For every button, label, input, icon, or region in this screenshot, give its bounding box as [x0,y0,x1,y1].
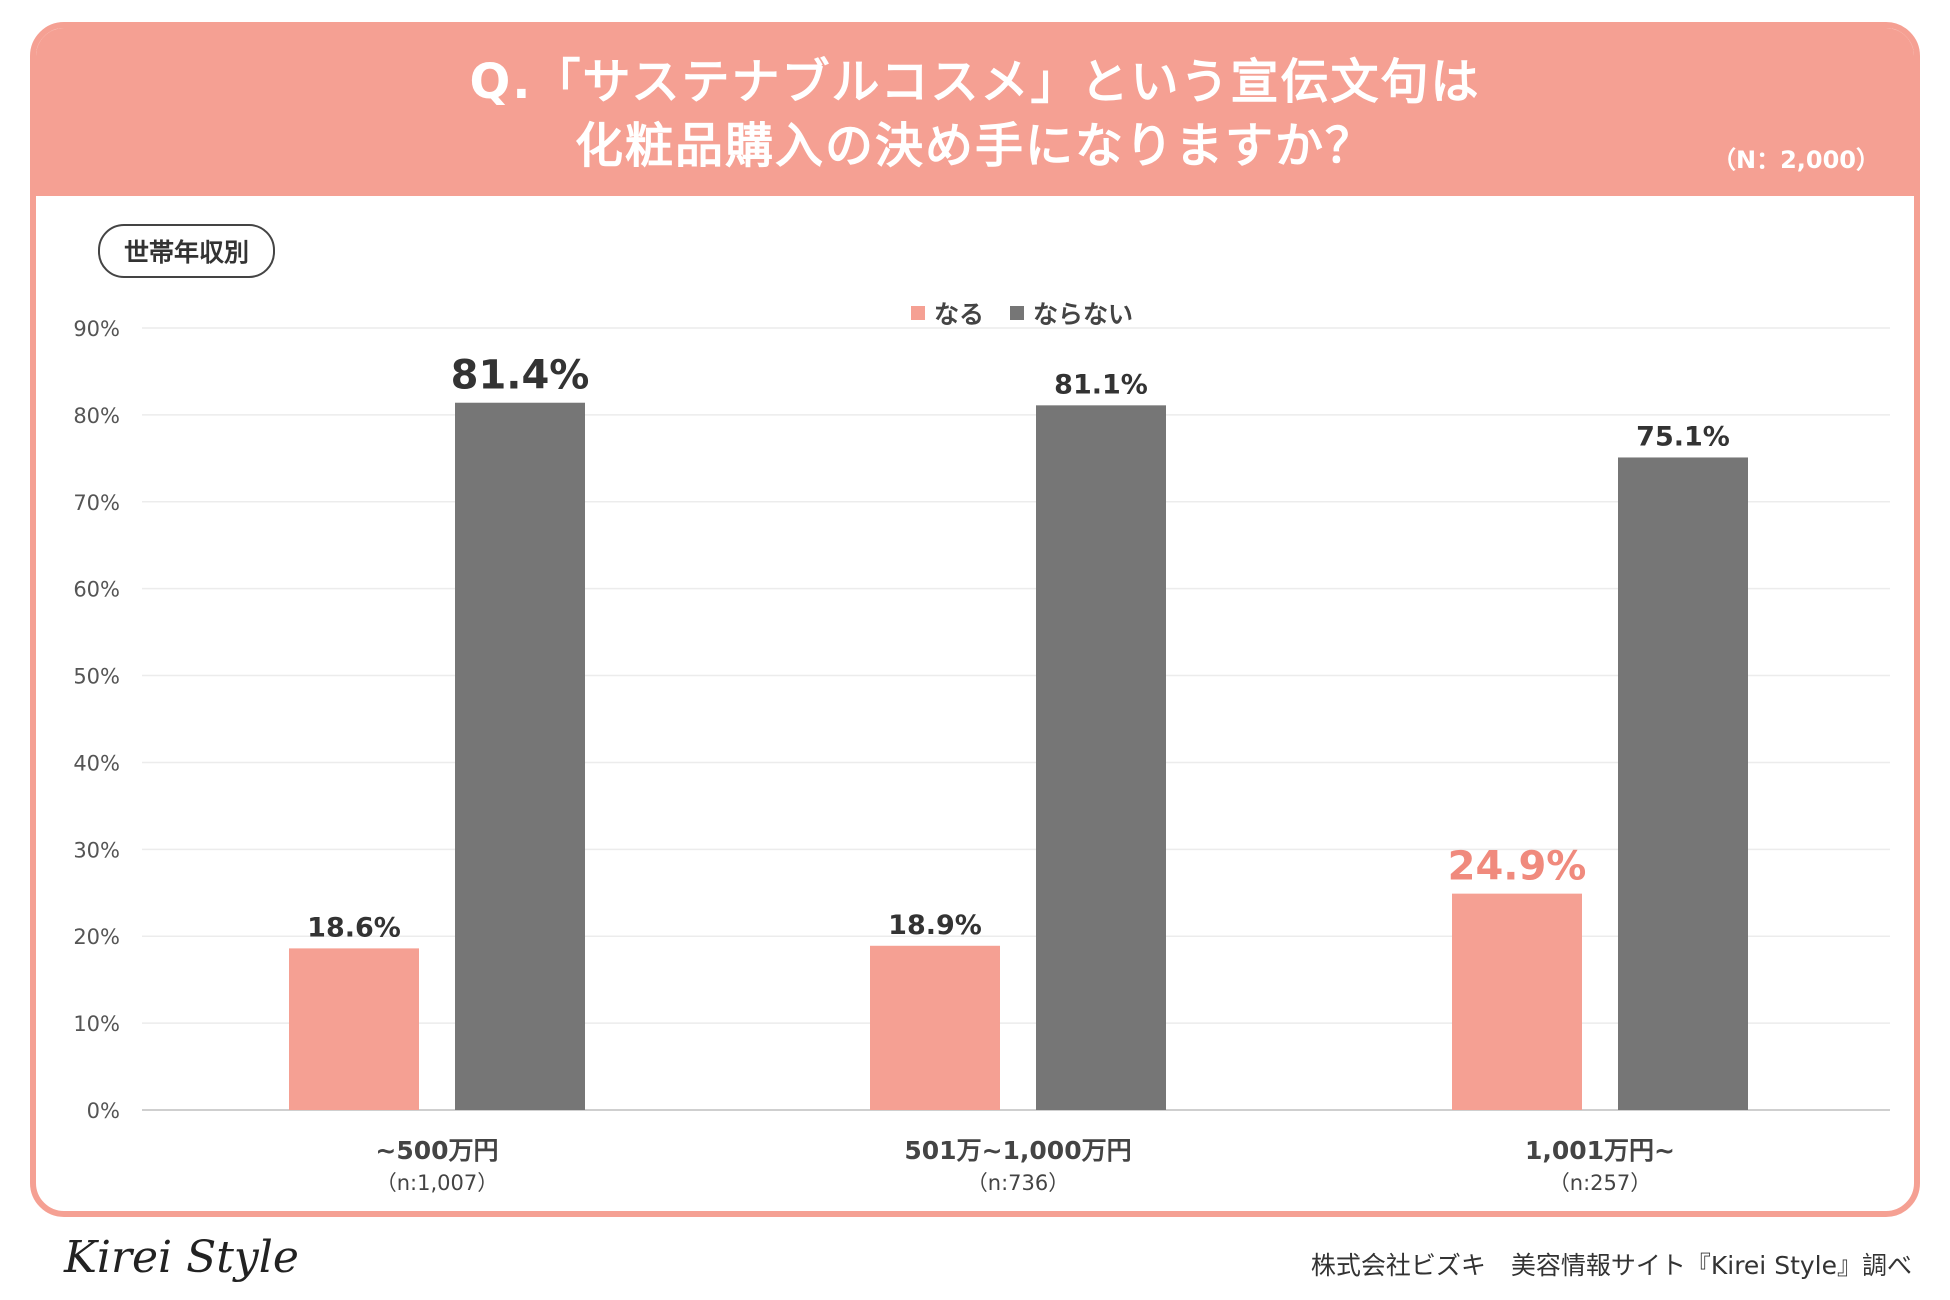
legend-label-naranai: ならない [1033,300,1134,329]
y-tick-label: 0% [87,1099,120,1123]
y-tick-label: 80% [73,404,120,428]
data-label: 24.9% [1448,844,1587,890]
legend-item-naranai: ならない [1010,295,1133,331]
y-tick-label: 30% [73,838,120,862]
data-label: 81.1% [1054,369,1148,400]
x-tick-label: 1,001万円~ [1525,1136,1675,1165]
x-tick-label: ~500万円 [375,1136,498,1165]
data-label: 75.1% [1636,421,1730,452]
bar [870,945,1000,1110]
bar [1036,405,1166,1110]
bar [1618,457,1748,1110]
brand-logo: Kirei Style [64,1232,299,1283]
y-tick-label: 10% [73,1012,120,1036]
bar [455,402,585,1110]
data-label: 81.4% [451,353,590,399]
data-label: 18.9% [888,910,982,941]
title-banner: Q.「サステナブルコスメ」という宣伝文句は 化粧品購入の決め手になりますか？ （… [36,28,1914,196]
question-title-line-1: Q.「サステナブルコスメ」という宣伝文句は [469,54,1481,110]
question-title-line-2: 化粧品購入の決め手になりますか？ [574,118,1375,174]
question-title: Q.「サステナブルコスメ」という宣伝文句は 化粧品購入の決め手になりますか？ [36,50,1914,178]
y-tick-label: 60% [73,578,120,602]
y-tick-label: 70% [73,491,120,515]
legend-item-naru: なる [911,295,984,331]
x-tick-label: 501万~1,000万円 [904,1136,1131,1165]
chart-legend: なる ならない [911,296,1159,330]
bar [1452,893,1582,1110]
x-tick-sample-size: （n:257） [1549,1171,1651,1195]
y-tick-label: 90% [73,317,120,341]
total-sample-size: （N：2,000） [1712,146,1880,174]
source-credit: 株式会社ビズキ 美容情報サイト『Kirei Style』調べ [1310,1251,1912,1280]
y-tick-label: 40% [73,751,120,775]
segment-label: 世帯年収別 [98,224,276,278]
bar-chart: 0% 10% 20% 30% 40% 50% 60% 70% 80% 90% 18.6% 81.4% ~… [73,317,1890,1195]
y-tick-label: 50% [73,665,120,689]
x-tick-sample-size: （n:736） [967,1171,1069,1195]
x-tick-sample-size: （n:1,007） [376,1171,499,1195]
legend-swatch-naru [911,306,925,320]
y-tick-label: 20% [73,925,120,949]
data-label: 18.6% [307,912,401,943]
legend-swatch-naranai [1010,306,1025,320]
legend-label-naru: なる [934,300,985,329]
bar [289,948,419,1110]
